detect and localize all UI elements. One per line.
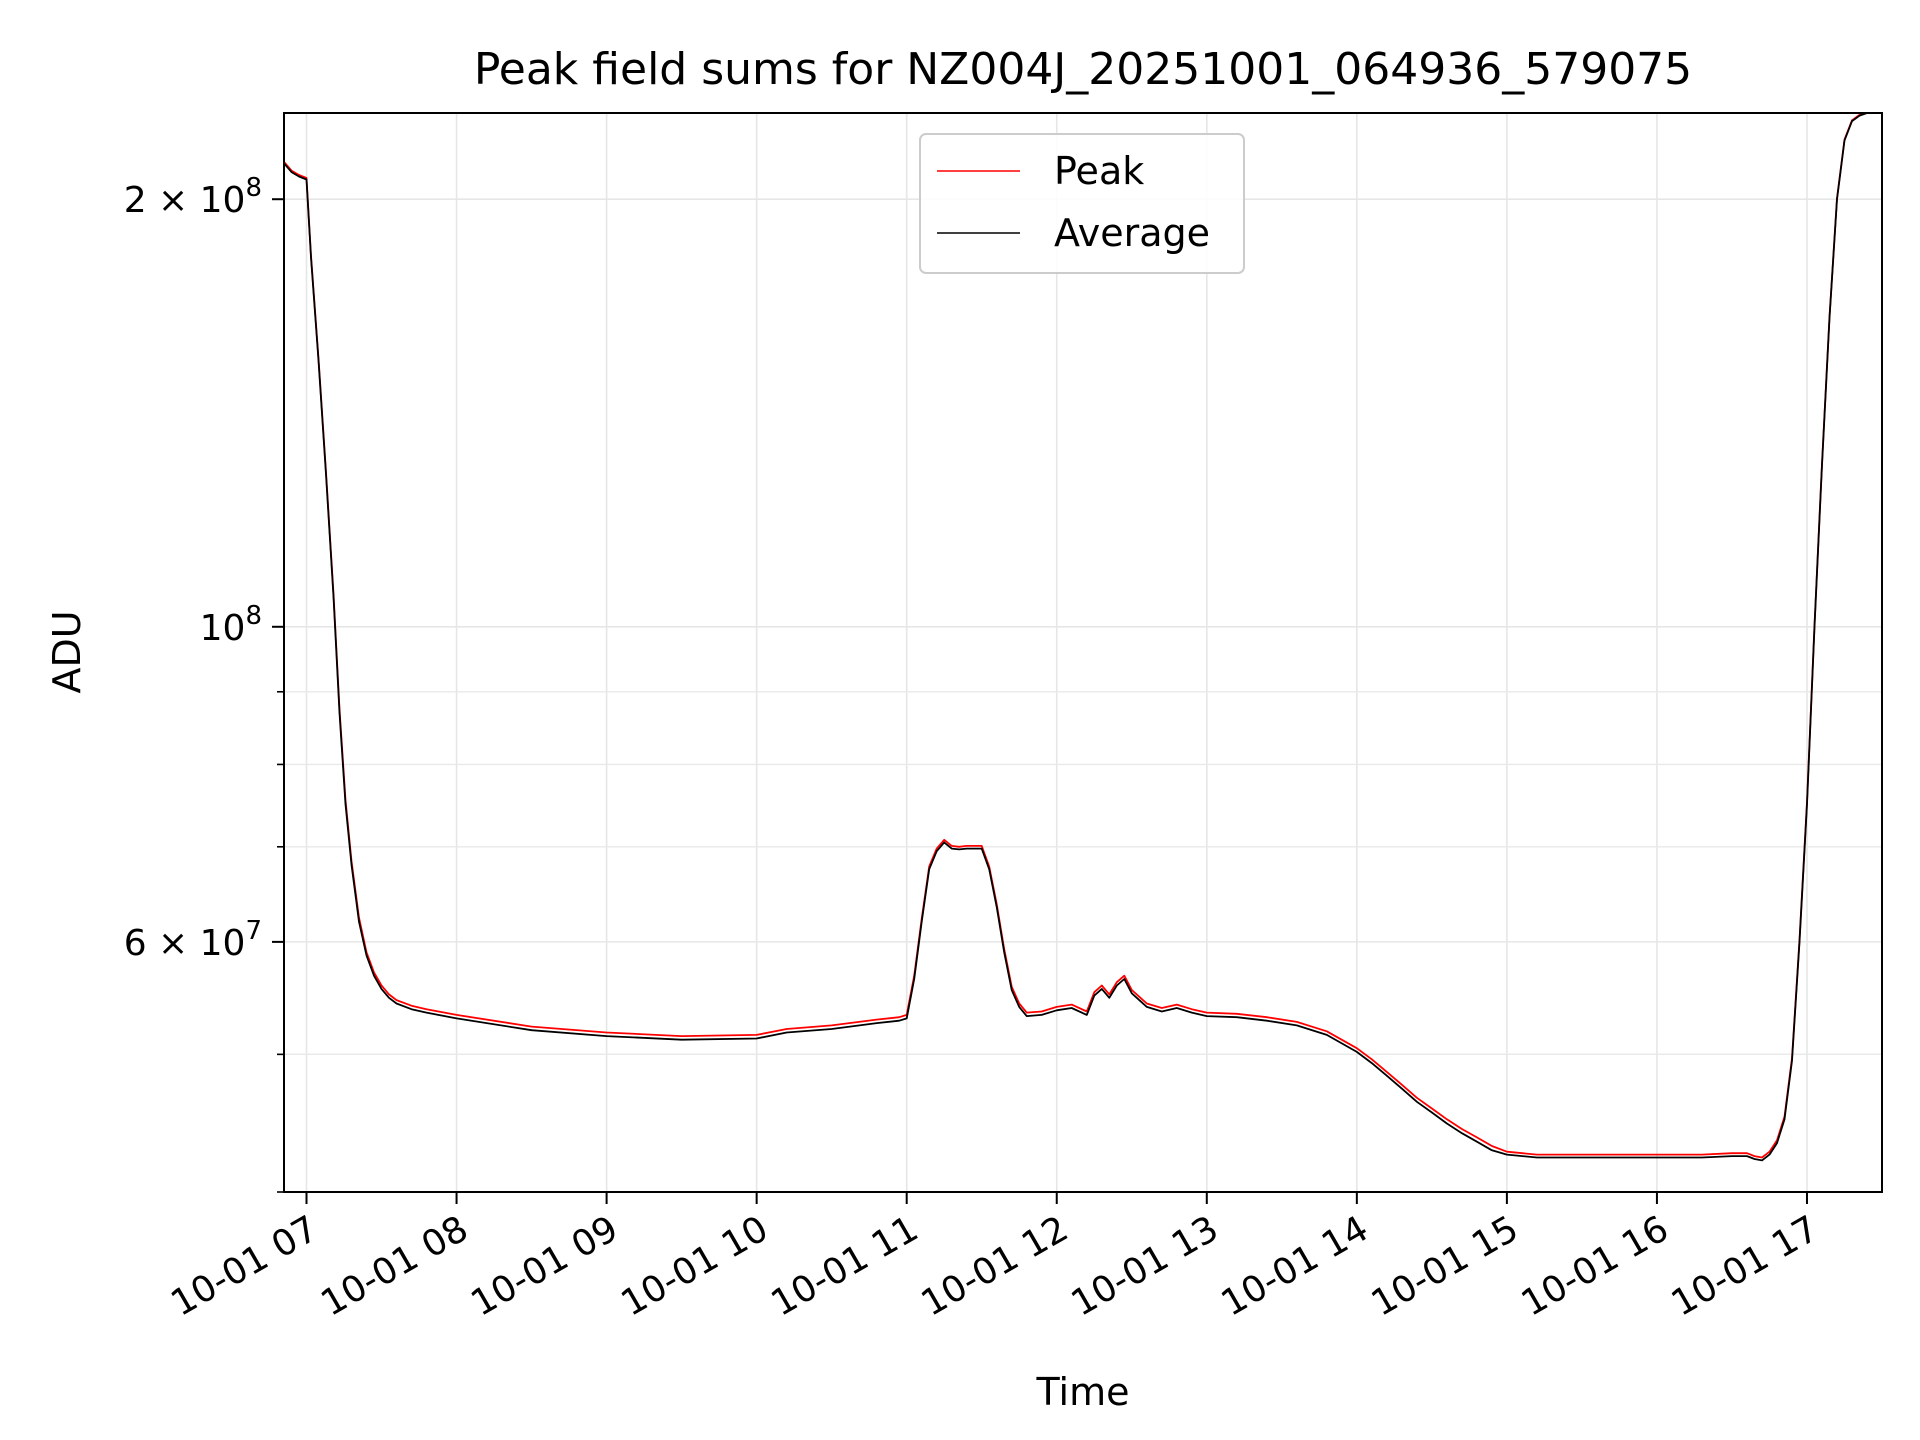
series-line-average	[283, 112, 1882, 1162]
chart-title: Peak field sums for NZ004J_20251001_0649…	[474, 44, 1692, 95]
x-axis-label: Time	[1036, 1370, 1130, 1414]
plot-series	[283, 112, 1882, 1162]
y-tick-label-base: 6 × 10	[124, 923, 246, 964]
plot-frame	[283, 112, 1883, 1193]
y-tick-label-base: 2 × 10	[124, 180, 246, 221]
y-tick-label-exponent: 8	[245, 173, 262, 203]
y-tick-label: 6 × 107	[124, 916, 262, 964]
legend-label-peak: Peak	[1054, 149, 1144, 193]
series-line-peak	[283, 112, 1882, 1159]
legend-label-average: Average	[1054, 211, 1210, 255]
y-tick-label: 108	[200, 601, 262, 649]
legend: Peak Average	[919, 133, 1245, 274]
y-tick-label-exponent: 7	[245, 916, 262, 946]
y-tick-label-exponent: 8	[245, 601, 262, 631]
y-axis-label: ADU	[45, 610, 89, 693]
y-tick-label-base: 10	[200, 608, 246, 649]
legend-box	[919, 133, 1245, 274]
y-tick-label: 2 × 108	[124, 173, 262, 221]
